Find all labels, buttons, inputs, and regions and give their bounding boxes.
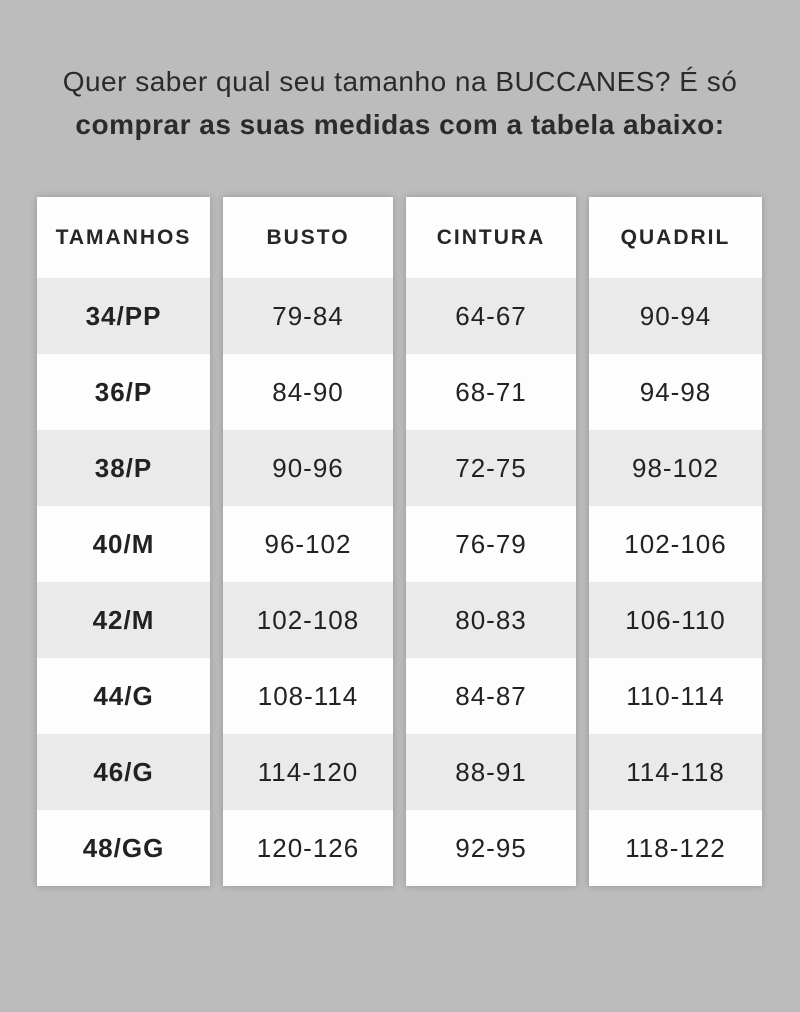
quadril-cell: 114-118 [589,734,762,810]
quadril-cell: 118-122 [589,810,762,886]
busto-cell: 108-114 [223,658,393,734]
cintura-cell: 64-67 [406,278,576,354]
cintura-cell: 72-75 [406,430,576,506]
column-header-busto: BUSTO [223,197,393,278]
size-cell: 44/G [37,658,210,734]
size-cell: 36/P [37,354,210,430]
column-tamanhos: TAMANHOS 34/PP 36/P 38/P 40/M 42/M 44/G … [37,197,210,886]
column-header-cintura: CINTURA [406,197,576,278]
size-cell: 42/M [37,582,210,658]
quadril-cell: 98-102 [589,430,762,506]
column-cintura: CINTURA 64-67 68-71 72-75 76-79 80-83 84… [406,197,576,886]
size-cell: 38/P [37,430,210,506]
busto-cell: 90-96 [223,430,393,506]
busto-cell: 120-126 [223,810,393,886]
cintura-cell: 68-71 [406,354,576,430]
busto-cell: 102-108 [223,582,393,658]
size-cell: 48/GG [37,810,210,886]
busto-cell: 114-120 [223,734,393,810]
column-quadril: QUADRIL 90-94 94-98 98-102 102-106 106-1… [589,197,762,886]
quadril-cell: 94-98 [589,354,762,430]
busto-cell: 84-90 [223,354,393,430]
column-busto: BUSTO 79-84 84-90 90-96 96-102 102-108 1… [223,197,393,886]
size-table: TAMANHOS 34/PP 36/P 38/P 40/M 42/M 44/G … [37,197,762,886]
cintura-cell: 76-79 [406,506,576,582]
title-line-2: comprar as suas medidas com a tabela aba… [75,109,725,140]
busto-cell: 96-102 [223,506,393,582]
column-header-tamanhos: TAMANHOS [37,197,210,278]
size-cell: 40/M [37,506,210,582]
page-title: Quer saber qual seu tamanho na BUCCANES?… [0,60,800,146]
quadril-cell: 90-94 [589,278,762,354]
cintura-cell: 88-91 [406,734,576,810]
busto-cell: 79-84 [223,278,393,354]
cintura-cell: 80-83 [406,582,576,658]
title-line-1: Quer saber qual seu tamanho na BUCCANES?… [62,66,738,97]
column-header-quadril: QUADRIL [589,197,762,278]
quadril-cell: 106-110 [589,582,762,658]
cintura-cell: 92-95 [406,810,576,886]
cintura-cell: 84-87 [406,658,576,734]
size-cell: 34/PP [37,278,210,354]
quadril-cell: 102-106 [589,506,762,582]
quadril-cell: 110-114 [589,658,762,734]
size-cell: 46/G [37,734,210,810]
